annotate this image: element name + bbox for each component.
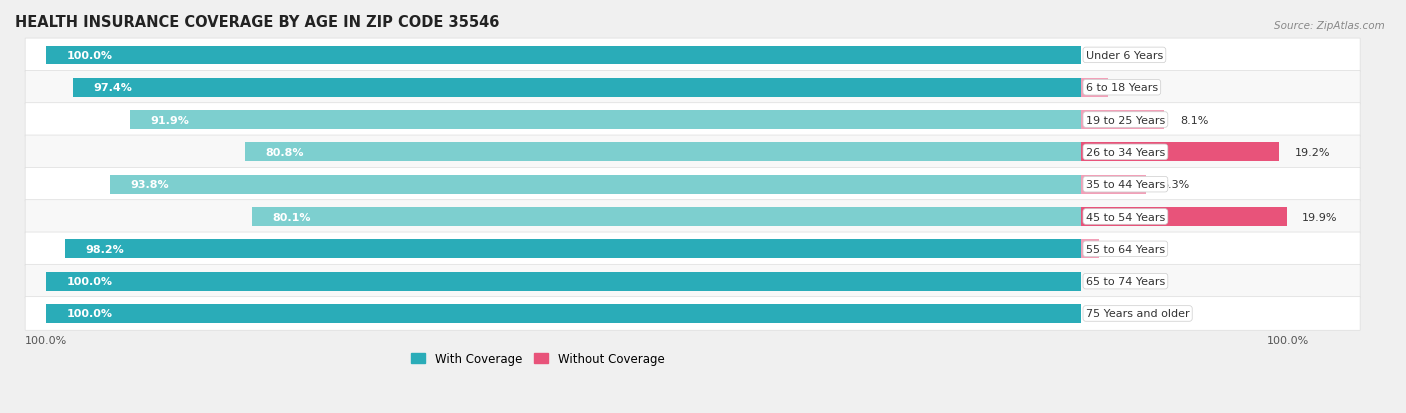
Text: 65 to 74 Years: 65 to 74 Years	[1085, 276, 1166, 287]
Text: 6.3%: 6.3%	[1161, 180, 1189, 190]
FancyBboxPatch shape	[25, 265, 1360, 298]
Text: 55 to 64 Years: 55 to 64 Years	[1085, 244, 1166, 254]
Bar	[46, 304, 1081, 323]
Text: 19.2%: 19.2%	[1295, 147, 1330, 157]
Text: 35 to 44 Years: 35 to 44 Years	[1085, 180, 1166, 190]
Bar	[65, 240, 1081, 259]
Bar	[129, 111, 1081, 130]
Text: Source: ZipAtlas.com: Source: ZipAtlas.com	[1274, 21, 1385, 31]
Text: 93.8%: 93.8%	[131, 180, 170, 190]
Legend: With Coverage, Without Coverage: With Coverage, Without Coverage	[406, 347, 669, 370]
Bar	[245, 143, 1081, 162]
Text: 2.6%: 2.6%	[1123, 83, 1152, 93]
Text: 97.4%: 97.4%	[94, 83, 132, 93]
Bar	[1081, 240, 1099, 259]
Text: 100.0%: 100.0%	[66, 51, 112, 61]
Text: 19.9%: 19.9%	[1302, 212, 1337, 222]
Bar	[252, 208, 1081, 226]
Text: 6 to 18 Years: 6 to 18 Years	[1085, 83, 1159, 93]
Text: 45 to 54 Years: 45 to 54 Years	[1085, 212, 1166, 222]
FancyBboxPatch shape	[25, 39, 1360, 73]
Bar	[1081, 78, 1108, 97]
Text: Under 6 Years: Under 6 Years	[1085, 51, 1163, 61]
Text: 100.0%: 100.0%	[66, 276, 112, 287]
FancyBboxPatch shape	[25, 297, 1360, 330]
Bar	[46, 272, 1081, 291]
Bar	[1081, 176, 1146, 194]
FancyBboxPatch shape	[25, 168, 1360, 202]
Text: 19 to 25 Years: 19 to 25 Years	[1085, 115, 1166, 125]
FancyBboxPatch shape	[25, 136, 1360, 169]
Text: 0.0%: 0.0%	[1097, 276, 1125, 287]
FancyBboxPatch shape	[25, 200, 1360, 234]
FancyBboxPatch shape	[25, 233, 1360, 266]
Bar	[1081, 111, 1164, 130]
Bar	[46, 46, 1081, 65]
Text: 26 to 34 Years: 26 to 34 Years	[1085, 147, 1166, 157]
Text: 80.1%: 80.1%	[273, 212, 311, 222]
FancyBboxPatch shape	[25, 104, 1360, 137]
Text: 75 Years and older: 75 Years and older	[1085, 309, 1189, 319]
Bar	[1081, 143, 1279, 162]
Text: 8.1%: 8.1%	[1180, 115, 1208, 125]
Bar	[73, 78, 1081, 97]
Text: 80.8%: 80.8%	[266, 147, 304, 157]
Text: 91.9%: 91.9%	[150, 115, 190, 125]
Text: 98.2%: 98.2%	[86, 244, 124, 254]
Text: 0.0%: 0.0%	[1097, 51, 1125, 61]
Bar	[110, 176, 1081, 194]
Text: 1.8%: 1.8%	[1115, 244, 1143, 254]
Bar	[1081, 208, 1286, 226]
Text: HEALTH INSURANCE COVERAGE BY AGE IN ZIP CODE 35546: HEALTH INSURANCE COVERAGE BY AGE IN ZIP …	[15, 15, 499, 30]
Text: 100.0%: 100.0%	[66, 309, 112, 319]
Text: 0.0%: 0.0%	[1097, 309, 1125, 319]
FancyBboxPatch shape	[25, 71, 1360, 105]
